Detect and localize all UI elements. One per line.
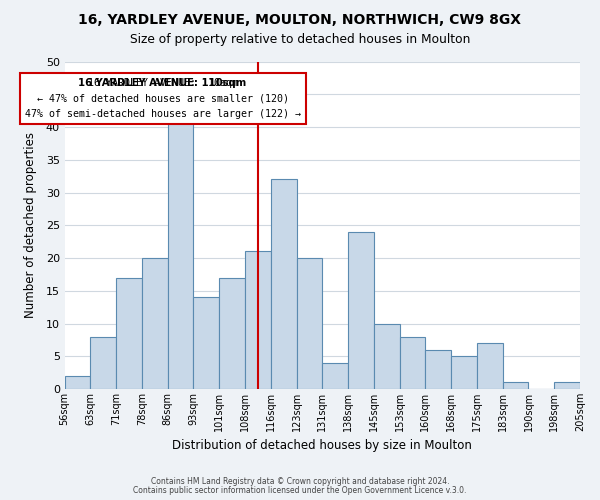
Bar (245, 252, 271, 389)
Bar (168, 120, 193, 389)
Bar (142, 258, 168, 389)
Bar (554, 382, 580, 389)
X-axis label: Distribution of detached houses by size in Moulton: Distribution of detached houses by size … (172, 440, 472, 452)
Bar (65, 376, 91, 389)
Text: 16 YARDLEY AVENUE: 110sqm
← 47% of detached houses are smaller (120)
47% of semi: 16 YARDLEY AVENUE: 110sqm ← 47% of detac… (25, 78, 301, 119)
Text: 16 YARDLEY AVENUE: 110sqm: 16 YARDLEY AVENUE: 110sqm (79, 78, 247, 88)
Text: Contains HM Land Registry data © Crown copyright and database right 2024.: Contains HM Land Registry data © Crown c… (151, 477, 449, 486)
Bar (348, 232, 374, 389)
Bar (374, 324, 400, 389)
Y-axis label: Number of detached properties: Number of detached properties (25, 132, 37, 318)
Bar (322, 363, 348, 389)
Bar (116, 278, 142, 389)
Bar (91, 336, 116, 389)
Text: Size of property relative to detached houses in Moulton: Size of property relative to detached ho… (130, 34, 470, 46)
Bar (400, 336, 425, 389)
Text: Contains public sector information licensed under the Open Government Licence v.: Contains public sector information licen… (133, 486, 467, 495)
Bar (219, 278, 245, 389)
Bar (193, 298, 219, 389)
Bar (503, 382, 529, 389)
Bar (477, 343, 503, 389)
Bar (451, 356, 477, 389)
Bar (425, 350, 451, 389)
Bar (271, 180, 296, 389)
Text: 16, YARDLEY AVENUE, MOULTON, NORTHWICH, CW9 8GX: 16, YARDLEY AVENUE, MOULTON, NORTHWICH, … (79, 12, 521, 26)
Bar (296, 258, 322, 389)
